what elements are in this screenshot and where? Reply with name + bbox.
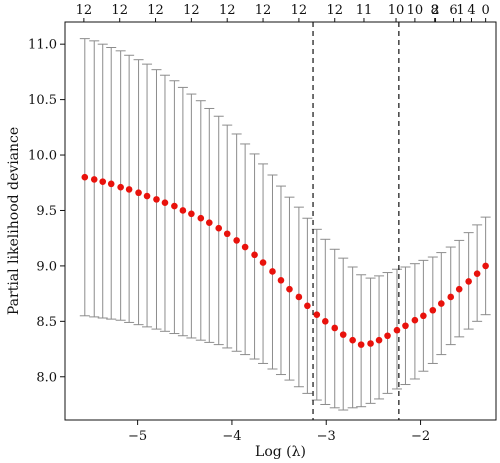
data-point bbox=[304, 302, 311, 310]
data-point bbox=[331, 324, 339, 332]
x-tick-label: −4 bbox=[222, 429, 241, 444]
data-point bbox=[384, 332, 391, 340]
data-point bbox=[367, 340, 374, 347]
data-point bbox=[393, 326, 401, 334]
data-point bbox=[411, 316, 419, 324]
data-point bbox=[455, 285, 463, 293]
data-point bbox=[251, 251, 258, 259]
data-point bbox=[269, 268, 276, 275]
reference-lines bbox=[312, 22, 400, 420]
y-tick-label: 9.5 bbox=[36, 204, 57, 219]
top-axis-label: 11 bbox=[356, 3, 373, 18]
top-axis-label: 12 bbox=[291, 3, 308, 18]
data-points bbox=[81, 173, 489, 348]
top-axis-labels: 12 12 12 12 12 12 12 12 11 10 10 8 6 42 1 0 bbox=[76, 3, 490, 22]
data-point bbox=[473, 270, 481, 277]
y-axis-title: Partial likelihood deviance bbox=[6, 127, 22, 315]
y-axis: 8.0 8.5 9.0 9.5 10.0 10.5 11.0 bbox=[28, 38, 65, 385]
data-point bbox=[161, 199, 169, 207]
data-point bbox=[447, 293, 455, 301]
data-point bbox=[349, 336, 356, 344]
top-axis-label: 1 bbox=[456, 3, 464, 18]
data-point bbox=[241, 243, 249, 251]
top-axis-label: 10 bbox=[388, 3, 405, 18]
data-point bbox=[81, 173, 89, 181]
data-point bbox=[143, 192, 151, 200]
top-axis-label: 0 bbox=[481, 3, 489, 18]
data-point bbox=[286, 285, 293, 293]
top-axis-label: 10 bbox=[407, 3, 424, 18]
error-bars bbox=[79, 38, 491, 411]
y-tick-label: 8.0 bbox=[36, 370, 57, 385]
data-point bbox=[437, 300, 445, 307]
data-point bbox=[90, 176, 98, 183]
data-point bbox=[223, 230, 231, 238]
data-point bbox=[117, 183, 124, 191]
data-point bbox=[179, 207, 187, 214]
data-point bbox=[313, 311, 321, 318]
data-point bbox=[197, 214, 205, 222]
data-point bbox=[125, 186, 133, 193]
data-point bbox=[188, 210, 195, 218]
top-axis-label: 12 bbox=[326, 3, 343, 18]
data-point bbox=[429, 306, 437, 314]
data-point bbox=[321, 318, 329, 325]
top-axis-label: 12 bbox=[183, 3, 200, 18]
x-axis: −5 −4 −3 −2 bbox=[128, 420, 430, 444]
data-point bbox=[339, 331, 347, 338]
data-point bbox=[171, 202, 178, 210]
plot-frame bbox=[64, 21, 497, 421]
data-point bbox=[295, 293, 303, 301]
y-tick-label: 10.5 bbox=[28, 93, 57, 108]
y-tick-label: 9.0 bbox=[36, 259, 57, 274]
y-tick-label: 11.0 bbox=[28, 38, 57, 53]
top-axis-label: 4 bbox=[467, 3, 475, 18]
data-point bbox=[107, 180, 115, 188]
data-point bbox=[465, 278, 472, 285]
data-point bbox=[205, 219, 213, 226]
data-point bbox=[153, 196, 160, 203]
top-axis-label: 12 bbox=[147, 3, 164, 18]
top-axis-label: 6 bbox=[449, 3, 457, 18]
data-point bbox=[135, 189, 142, 197]
data-point bbox=[420, 312, 427, 320]
top-axis-label: 12 bbox=[219, 3, 236, 18]
data-point bbox=[259, 259, 267, 266]
data-point bbox=[402, 322, 409, 330]
data-point bbox=[215, 224, 223, 232]
error-bar bbox=[356, 274, 367, 408]
data-point bbox=[99, 178, 107, 185]
top-axis-label: 2 bbox=[431, 3, 439, 18]
y-tick-label: 10.0 bbox=[28, 149, 57, 164]
x-tick-label: −2 bbox=[411, 429, 430, 444]
data-point bbox=[277, 277, 285, 284]
x-tick-label: −5 bbox=[128, 429, 147, 444]
top-axis-label: 12 bbox=[111, 3, 128, 18]
data-point bbox=[482, 262, 489, 270]
y-tick-label: 8.5 bbox=[36, 315, 57, 330]
x-tick-label: −3 bbox=[317, 429, 336, 444]
data-point bbox=[233, 237, 240, 244]
data-point bbox=[357, 341, 365, 348]
x-axis-title: Log (λ) bbox=[255, 444, 306, 460]
top-axis-label: 8 bbox=[431, 3, 439, 18]
data-point bbox=[375, 336, 383, 344]
top-axis-label: 12 bbox=[76, 3, 93, 18]
top-axis-label: 12 bbox=[255, 3, 272, 18]
